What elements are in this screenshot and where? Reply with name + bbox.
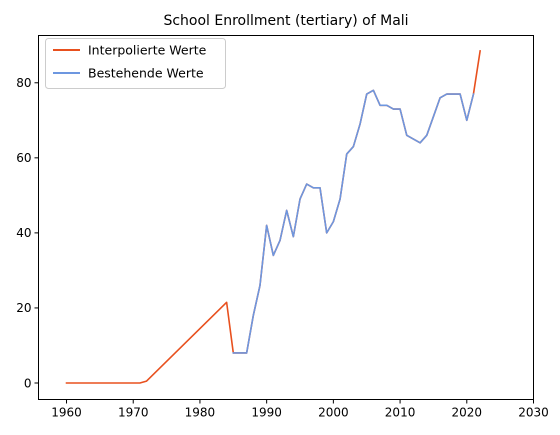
x-tick-label-2030: 2030 [518, 406, 549, 420]
y-axis: 0 20 40 60 80 [16, 76, 39, 390]
x-tick-label-1980: 1980 [185, 406, 216, 420]
legend: Interpolierte Werte Bestehende Werte [45, 38, 226, 89]
x-tick-label-2020: 2020 [452, 406, 483, 420]
y-tick-label-20: 20 [16, 301, 31, 315]
series-line-1 [232, 89, 475, 354]
y-tick-label-80: 80 [16, 76, 31, 90]
plot-frame [38, 35, 534, 400]
x-tick-label-1990: 1990 [251, 406, 282, 420]
x-tick-label-2010: 2010 [385, 406, 416, 420]
x-tick-label-2000: 2000 [318, 406, 349, 420]
legend-label-existing: Bestehende Werte [88, 66, 204, 81]
chart-title: School Enrollment (tertiary) of Mali [163, 13, 408, 29]
y-tick-label-60: 60 [16, 151, 31, 165]
y-tick-label-0: 0 [24, 376, 32, 390]
legend-label-interpolated: Interpolierte Werte [88, 43, 207, 58]
y-tick-label-40: 40 [16, 226, 31, 240]
x-axis: 1960 1970 1980 1990 2000 2010 2020 2030 [51, 399, 549, 420]
x-tick-label-1960: 1960 [51, 406, 82, 420]
x-tick-label-1970: 1970 [118, 406, 149, 420]
series-layer [65, 49, 482, 384]
legend-box [45, 38, 226, 89]
